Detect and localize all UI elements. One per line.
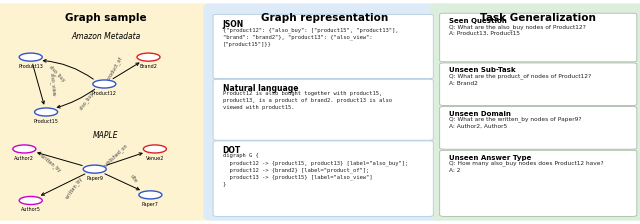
Text: Product12: Product12 [92,91,116,96]
Circle shape [93,80,116,88]
Text: Graph sample: Graph sample [65,13,147,24]
Text: published_on: published_on [101,142,129,169]
Text: Product13: Product13 [19,64,43,69]
FancyBboxPatch shape [204,3,445,221]
FancyBboxPatch shape [440,107,637,149]
Text: Seen Question: Seen Question [449,18,506,24]
Text: Product12 is also bought together with product15,
product13, is a product of bra: Product12 is also bought together with p… [223,91,392,110]
FancyBboxPatch shape [213,14,433,79]
Text: Unseen Answer Type: Unseen Answer Type [449,155,531,161]
Text: Paper9: Paper9 [86,176,103,181]
Text: JSON: JSON [223,20,244,29]
FancyBboxPatch shape [430,3,640,221]
Text: product_of: product_of [105,55,124,81]
Text: written_by: written_by [38,152,63,173]
FancyBboxPatch shape [0,3,218,221]
Text: cite: cite [129,174,138,184]
Circle shape [35,108,58,116]
Text: Paper7: Paper7 [142,202,159,207]
Circle shape [137,53,160,61]
Circle shape [19,196,42,205]
FancyBboxPatch shape [440,63,637,106]
Circle shape [19,53,42,61]
FancyBboxPatch shape [440,13,637,62]
Circle shape [139,191,162,199]
Circle shape [83,165,106,173]
Text: Author2: Author2 [14,156,35,161]
Text: written_by: written_by [64,175,84,200]
Text: DOT: DOT [223,146,241,155]
FancyBboxPatch shape [440,150,637,216]
Text: Q: How many also_buy nodes does Product12 have?
A: 2: Q: How many also_buy nodes does Product1… [449,161,604,173]
Text: Product15: Product15 [34,119,58,124]
Text: Natural language: Natural language [223,84,298,93]
FancyBboxPatch shape [213,79,433,140]
Text: Task Generalization: Task Generalization [480,13,596,24]
Text: Q: What are the also_buy nodes of Product12?
A: Product13, Product15: Q: What are the also_buy nodes of Produc… [449,24,586,36]
Text: Q: What are the product_of nodes of Product12?
A: Brand2: Q: What are the product_of nodes of Prod… [449,73,591,86]
Text: Venue2: Venue2 [146,156,164,161]
FancyBboxPatch shape [213,141,433,216]
Text: also_buy: also_buy [48,64,67,84]
Text: {"product12": {"also_buy": ["product15", "product13"],
"brand": "brand2"}, "prod: {"product12": {"also_buy": ["product15",… [223,27,398,47]
Text: Unseen Domain: Unseen Domain [449,111,511,117]
Text: Amazon Metadata: Amazon Metadata [71,32,140,41]
Circle shape [143,145,166,153]
Text: Author5: Author5 [20,207,41,212]
Text: also_view: also_view [49,72,56,96]
Text: Q: What are the written_by nodes of Paper9?
A: Author2, Author5: Q: What are the written_by nodes of Pape… [449,117,581,129]
Text: Graph representation: Graph representation [261,13,388,24]
Text: Brand2: Brand2 [140,64,157,69]
Text: digraph G {
  product12 -> {product15, product13} [label="also_buy"];
  product1: digraph G { product12 -> {product15, pro… [223,153,408,187]
Text: MAPLE: MAPLE [93,131,118,140]
Text: Unseen Sub-Task: Unseen Sub-Task [449,67,515,73]
Circle shape [13,145,36,153]
Text: also_buy: also_buy [78,90,95,111]
